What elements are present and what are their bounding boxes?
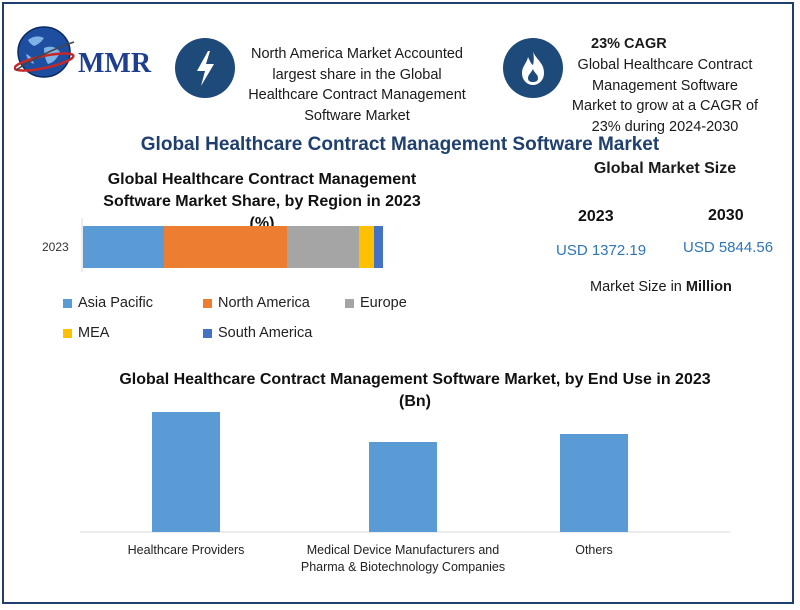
region-category-label: 2023 xyxy=(42,240,69,254)
bar-healthcare-providers xyxy=(152,412,220,532)
bar-segment-north-america xyxy=(164,226,287,268)
legend-label: Europe xyxy=(360,295,407,311)
flame-icon xyxy=(522,51,544,85)
legend-swatch xyxy=(203,328,212,338)
market-size-note-prefix: Market Size in xyxy=(590,279,686,295)
bar-segment-mea xyxy=(359,226,374,268)
legend-swatch xyxy=(63,298,72,308)
cagr-heading: 23% CAGR xyxy=(591,36,667,52)
page-title: Global Healthcare Contract Management So… xyxy=(140,134,660,155)
x-tick-label: Healthcare Providers xyxy=(128,543,245,557)
bar-segment-asia-pacific xyxy=(83,226,164,268)
x-tick-label: Pharma & Biotechnology Companies xyxy=(301,560,505,574)
market-size-title: Global Market Size xyxy=(593,160,737,177)
legend-item-europe: Europe xyxy=(345,295,407,311)
x-tick-label: Others xyxy=(575,543,613,557)
enduse-chart-title: Global Healthcare Contract Management So… xyxy=(119,371,711,410)
bar-medical-device-pharma xyxy=(369,442,437,532)
lightning-bolt-icon xyxy=(197,51,214,86)
legend-swatch xyxy=(203,298,212,308)
legend-item-asia-pacific: Asia Pacific xyxy=(63,295,153,311)
x-tick-label: Medical Device Manufacturers and xyxy=(307,543,499,557)
bar-segment-south-america xyxy=(374,226,383,268)
bar-others xyxy=(560,434,628,532)
enduse-bar-chart: Healthcare Providers Medical Device Manuf… xyxy=(80,412,730,574)
legend-swatch xyxy=(345,298,354,308)
market-size-note: Market Size in Million xyxy=(590,279,732,295)
region-legend: Asia Pacific North America Europe MEA So… xyxy=(63,295,443,345)
region-share-chart: 2023 xyxy=(42,218,383,272)
market-size-year-2030: 2030 xyxy=(708,207,744,224)
market-size-year-2023: 2023 xyxy=(578,208,614,225)
legend-item-south-america: South America xyxy=(203,325,312,341)
market-size-note-unit: Million xyxy=(685,279,732,295)
cagr-info-badge xyxy=(503,38,563,98)
cagr-info-text: Global Healthcare Contract Management So… xyxy=(571,57,759,135)
market-size-value-2030: USD 5844.56 xyxy=(683,239,774,256)
north-america-info-text: North America Market Accounted largest s… xyxy=(248,46,466,124)
bar-segment-europe xyxy=(287,226,359,268)
brand-logo-text: MMR xyxy=(78,48,152,79)
market-size-value-2023: USD 1372.19 xyxy=(556,242,647,259)
legend-label: Asia Pacific xyxy=(78,295,153,311)
legend-label: South America xyxy=(218,325,313,341)
north-america-info-badge xyxy=(175,38,235,98)
mmr-globe-logo-icon xyxy=(14,26,75,78)
legend-label: MEA xyxy=(78,325,110,341)
legend-item-mea: MEA xyxy=(63,325,109,341)
legend-item-north-america: North America xyxy=(203,295,310,311)
legend-swatch xyxy=(63,328,72,338)
legend-label: North America xyxy=(218,295,310,311)
